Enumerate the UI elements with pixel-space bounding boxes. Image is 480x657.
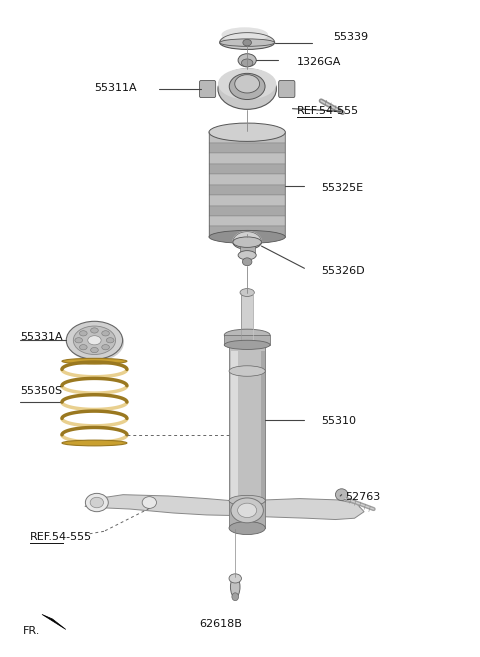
Ellipse shape (232, 593, 239, 600)
Ellipse shape (229, 495, 265, 506)
FancyBboxPatch shape (279, 81, 295, 97)
Ellipse shape (224, 340, 270, 350)
Text: 55310: 55310 (321, 417, 356, 426)
Ellipse shape (85, 493, 108, 512)
Bar (209, 195, 285, 206)
Bar (240, 242, 255, 255)
Ellipse shape (209, 123, 285, 141)
Ellipse shape (238, 503, 257, 518)
Ellipse shape (66, 321, 122, 359)
FancyBboxPatch shape (199, 81, 216, 97)
Ellipse shape (229, 574, 241, 583)
Ellipse shape (242, 258, 252, 265)
Ellipse shape (90, 497, 104, 508)
Ellipse shape (142, 497, 156, 509)
Polygon shape (85, 495, 364, 520)
Ellipse shape (229, 522, 265, 535)
Ellipse shape (102, 345, 109, 350)
Polygon shape (233, 232, 262, 242)
Text: 62618B: 62618B (199, 619, 242, 629)
Ellipse shape (220, 35, 275, 49)
Bar (224, 335, 270, 345)
Ellipse shape (62, 440, 127, 446)
Ellipse shape (80, 330, 87, 336)
Text: 55339: 55339 (333, 32, 368, 42)
Ellipse shape (73, 326, 116, 355)
Ellipse shape (68, 323, 124, 361)
Bar (209, 143, 285, 153)
Bar (209, 164, 285, 174)
Bar (209, 227, 285, 237)
Text: 55326D: 55326D (321, 266, 365, 276)
Ellipse shape (88, 336, 101, 345)
Ellipse shape (240, 288, 254, 296)
Ellipse shape (231, 498, 264, 523)
Polygon shape (220, 33, 275, 43)
Text: 52763: 52763 (345, 491, 380, 502)
Ellipse shape (220, 39, 275, 47)
Ellipse shape (107, 338, 114, 343)
Text: 55350S: 55350S (21, 386, 62, 396)
Bar (209, 174, 285, 185)
Ellipse shape (224, 329, 270, 341)
Bar (209, 153, 285, 164)
Ellipse shape (229, 366, 265, 376)
Bar (261, 351, 265, 499)
Text: 55325E: 55325E (321, 183, 363, 193)
Ellipse shape (235, 75, 260, 93)
Text: 55331A: 55331A (21, 332, 63, 342)
Ellipse shape (218, 68, 276, 99)
Ellipse shape (221, 28, 268, 42)
Ellipse shape (209, 231, 285, 244)
Ellipse shape (229, 74, 265, 99)
Bar (241, 292, 253, 342)
Bar (209, 216, 285, 227)
Ellipse shape (91, 328, 98, 333)
Ellipse shape (241, 59, 253, 67)
Text: FR.: FR. (23, 625, 40, 636)
Ellipse shape (238, 54, 256, 67)
Ellipse shape (62, 358, 127, 364)
Ellipse shape (243, 39, 252, 46)
Ellipse shape (218, 69, 276, 109)
Ellipse shape (233, 235, 262, 250)
Bar (209, 206, 285, 216)
Ellipse shape (336, 489, 348, 501)
Ellipse shape (230, 576, 240, 597)
Ellipse shape (75, 338, 83, 343)
Polygon shape (42, 614, 66, 629)
Ellipse shape (91, 348, 98, 353)
Bar (209, 185, 285, 195)
Bar (209, 132, 285, 143)
Bar (229, 345, 265, 502)
Text: 55311A: 55311A (95, 83, 137, 93)
Bar (231, 351, 238, 499)
Text: REF.54-555: REF.54-555 (297, 106, 360, 116)
Ellipse shape (80, 345, 87, 350)
Ellipse shape (233, 237, 262, 248)
Bar (229, 501, 265, 528)
Text: 1326GA: 1326GA (297, 57, 342, 66)
Text: REF.54-555: REF.54-555 (30, 532, 92, 541)
Ellipse shape (238, 251, 256, 260)
Ellipse shape (102, 330, 109, 336)
